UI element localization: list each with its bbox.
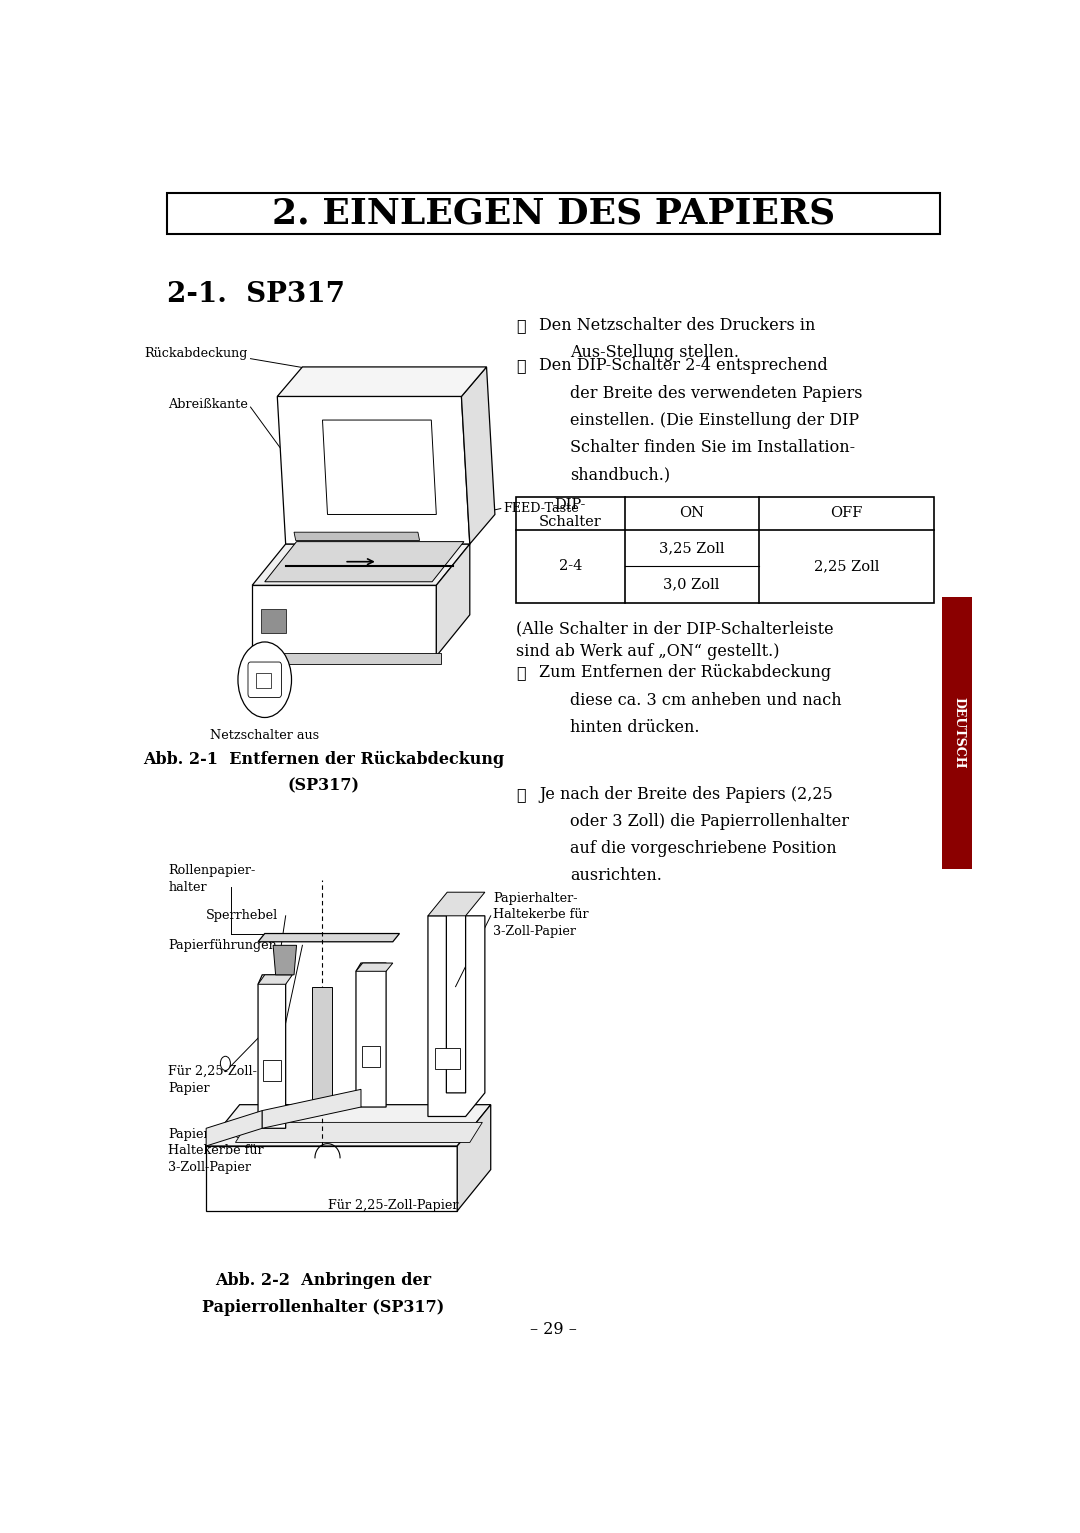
Text: FEED-Taste: FEED-Taste [503, 503, 579, 515]
Polygon shape [206, 1105, 490, 1147]
Bar [264, 1059, 282, 1081]
Bar [166, 193, 941, 233]
Text: ②: ② [516, 357, 526, 374]
Text: 2-1.  SP317: 2-1. SP317 [166, 281, 345, 308]
Polygon shape [428, 892, 485, 915]
Text: Rückabdeckung: Rückabdeckung [145, 348, 248, 360]
Polygon shape [312, 987, 332, 1107]
Text: 2-4: 2-4 [558, 560, 582, 573]
Bar [942, 596, 975, 869]
Text: DEUTSCH: DEUTSCH [953, 698, 966, 768]
Text: Den Netzschalter des Druckers in: Den Netzschalter des Druckers in [539, 317, 815, 334]
Polygon shape [248, 653, 441, 664]
Text: shandbuch.): shandbuch.) [570, 466, 671, 483]
Text: OFF: OFF [831, 506, 863, 520]
Polygon shape [323, 420, 436, 515]
Text: halter: halter [168, 881, 207, 894]
Text: (Alle Schalter in der DIP-Schalterleiste: (Alle Schalter in der DIP-Schalterleiste [516, 621, 834, 638]
Text: Sperrhebel: Sperrhebel [206, 909, 279, 923]
Text: ON: ON [679, 506, 704, 520]
Text: diese ca. 3 cm anheben und nach: diese ca. 3 cm anheben und nach [570, 691, 842, 708]
Polygon shape [253, 544, 470, 586]
Text: ③: ③ [516, 664, 526, 681]
Circle shape [238, 642, 292, 717]
Text: ①: ① [516, 317, 526, 334]
Bar [516, 497, 934, 602]
Text: Schalter finden Sie im Installation-: Schalter finden Sie im Installation- [570, 438, 855, 455]
Text: ausrichten.: ausrichten. [570, 868, 662, 885]
Polygon shape [258, 934, 400, 941]
Text: oder 3 Zoll) die Papierrollenhalter: oder 3 Zoll) die Papierrollenhalter [570, 812, 849, 829]
Polygon shape [258, 975, 293, 984]
Polygon shape [206, 1110, 262, 1147]
Text: 2. EINLEGEN DES PAPIERS: 2. EINLEGEN DES PAPIERS [272, 196, 835, 230]
Polygon shape [262, 1090, 361, 1128]
Text: Rollenpapier-: Rollenpapier- [168, 865, 256, 877]
Text: Zum Entfernen der Rückabdeckung: Zum Entfernen der Rückabdeckung [539, 664, 832, 681]
Polygon shape [457, 1105, 490, 1211]
Polygon shape [436, 544, 470, 656]
FancyBboxPatch shape [248, 662, 282, 698]
Text: hinten drücken.: hinten drücken. [570, 719, 700, 736]
Text: Für 2,25-Zoll-: Für 2,25-Zoll- [168, 1065, 257, 1078]
Text: Abb. 2-1  Entfernen der Rückabdeckung: Abb. 2-1 Entfernen der Rückabdeckung [143, 751, 504, 768]
Bar [434, 1049, 460, 1070]
Text: – 29 –: – 29 – [530, 1321, 577, 1338]
Polygon shape [273, 946, 297, 975]
Polygon shape [278, 397, 470, 544]
Text: Haltekerbe für: Haltekerbe für [494, 908, 589, 921]
Text: 3-Zoll-Papier: 3-Zoll-Papier [494, 924, 577, 938]
Text: 2,25 Zoll: 2,25 Zoll [813, 560, 879, 573]
Polygon shape [206, 1147, 457, 1211]
Text: Abreißkante: Abreißkante [168, 399, 248, 411]
Text: Haltekerbe für: Haltekerbe für [168, 1144, 265, 1157]
Text: 3,25 Zoll: 3,25 Zoll [659, 541, 725, 555]
Text: 3,0 Zoll: 3,0 Zoll [663, 578, 719, 592]
Text: Je nach der Breite des Papiers (2,25: Je nach der Breite des Papiers (2,25 [539, 786, 833, 803]
Text: Papierhalter-: Papierhalter- [168, 1128, 253, 1141]
Text: einstellen. (Die Einstellung der DIP: einstellen. (Die Einstellung der DIP [570, 412, 860, 429]
Polygon shape [235, 1122, 483, 1142]
Text: DIP-
Schalter: DIP- Schalter [539, 498, 602, 529]
Text: sind ab Werk auf „ON“ gestellt.): sind ab Werk auf „ON“ gestellt.) [516, 644, 780, 661]
Text: Papierführungen: Papierführungen [168, 938, 278, 952]
Text: Aus-Stellung stellen.: Aus-Stellung stellen. [570, 345, 739, 362]
Text: Netzschalter aus: Netzschalter aus [211, 730, 320, 742]
Polygon shape [294, 532, 420, 541]
Polygon shape [253, 586, 436, 656]
Text: ④: ④ [516, 786, 526, 803]
Text: Abb. 2-2  Anbringen der: Abb. 2-2 Anbringen der [215, 1272, 431, 1289]
Polygon shape [278, 366, 486, 397]
Text: Papierrollenhalter (SP317): Papierrollenhalter (SP317) [202, 1300, 445, 1317]
Text: Papierhalter-: Papierhalter- [494, 892, 578, 904]
Circle shape [220, 1056, 230, 1070]
Polygon shape [461, 366, 495, 544]
Text: Den DIP-Schalter 2-4 entsprechend: Den DIP-Schalter 2-4 entsprechend [539, 357, 828, 374]
Text: Papier: Papier [168, 1082, 211, 1095]
Text: auf die vorgeschriebene Position: auf die vorgeschriebene Position [570, 840, 837, 857]
Polygon shape [428, 915, 485, 1116]
Text: der Breite des verwendeten Papiers: der Breite des verwendeten Papiers [570, 385, 863, 402]
Text: 3-Zoll-Papier: 3-Zoll-Papier [168, 1160, 252, 1174]
Bar [260, 609, 285, 633]
Polygon shape [356, 963, 387, 1107]
Text: (SP317): (SP317) [287, 777, 360, 794]
Text: Für 2,25-Zoll-Papier: Für 2,25-Zoll-Papier [327, 1199, 458, 1211]
Polygon shape [265, 541, 464, 581]
Bar [362, 1046, 380, 1067]
Bar [256, 673, 271, 688]
Polygon shape [258, 975, 285, 1128]
Polygon shape [356, 963, 393, 972]
